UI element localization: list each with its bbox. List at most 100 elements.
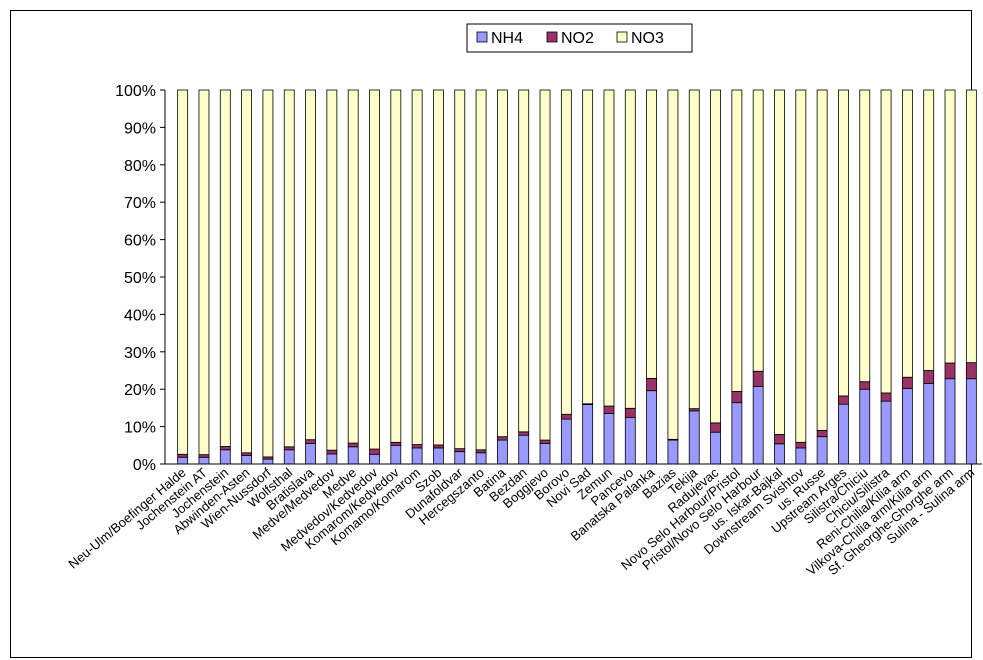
bar-segment-nh4	[326, 453, 338, 465]
bar-segment-no3	[901, 89, 913, 378]
bar-segment-no3	[774, 89, 785, 435]
bar-segment-no2	[560, 413, 572, 420]
bar-segment-no2	[880, 392, 892, 402]
bar-segment-nh4	[923, 383, 935, 465]
bar-segment-nh4	[347, 446, 359, 465]
bar-segment-nh4	[582, 404, 594, 465]
legend-swatch-no2	[546, 31, 558, 43]
bar-segment-no3	[667, 89, 679, 440]
bar-segment-no3	[219, 89, 231, 447]
bar-segment-nh4	[688, 410, 700, 465]
bar-segment-nh4	[944, 378, 956, 465]
bar-segment-no2	[539, 439, 551, 444]
bar-segment-no2	[859, 381, 871, 390]
bar-segment-nh4	[646, 390, 658, 465]
bar-segment-nh4	[177, 456, 189, 465]
bar-segment-nh4	[752, 386, 764, 465]
bar-segment-no2	[603, 405, 615, 414]
bar-segment-no3	[710, 89, 721, 424]
bar-segment-no2	[326, 449, 338, 455]
y-tick-label: 90%	[124, 120, 156, 137]
bar-segment-no2	[816, 429, 828, 438]
bar-segment-nh4	[475, 452, 487, 465]
bar-segment-no3	[560, 89, 572, 415]
y-tick-label: 100%	[115, 83, 156, 100]
bar-segment-no2	[965, 362, 977, 380]
bar-segment-no3	[646, 89, 658, 379]
bar-segment-no2	[518, 431, 530, 436]
bar-segment-no2	[454, 448, 466, 453]
bar-segment-no2	[305, 439, 316, 444]
bar-segment-no2	[901, 376, 913, 389]
bar-segment-no3	[326, 89, 338, 451]
bar-segment-no2	[752, 370, 764, 387]
bar-segment-no2	[838, 395, 849, 405]
legend-label-no2: NO2	[561, 30, 594, 47]
bar-segment-no3	[688, 89, 700, 410]
y-tick-label: 30%	[124, 345, 156, 362]
bar-segment-no2	[347, 442, 359, 448]
bar-segment-no3	[731, 89, 743, 392]
bar-segment-no3	[603, 89, 615, 407]
bar-segment-no3	[965, 89, 977, 364]
y-tick-label: 80%	[124, 158, 156, 175]
bar-segment-no2	[283, 446, 295, 451]
legend-label-nh4: NH4	[491, 30, 523, 47]
bar-segment-no2	[774, 434, 785, 445]
y-tick-label: 60%	[124, 233, 156, 250]
bar-segment-nh4	[454, 451, 466, 465]
bar-segment-no2	[369, 448, 380, 455]
bar-segment-no3	[816, 89, 828, 431]
bar-segment-no2	[710, 422, 721, 433]
bar-segment-no2	[433, 444, 444, 449]
bar-segment-no3	[305, 89, 316, 441]
bar-segment-no3	[390, 89, 402, 443]
legend-box	[466, 23, 693, 53]
bar-segment-no3	[838, 89, 849, 397]
y-tick-label: 70%	[124, 195, 156, 212]
bar-segment-nh4	[816, 436, 828, 465]
y-tick-label: 40%	[124, 307, 156, 324]
bar-segment-nh4	[710, 431, 721, 465]
legend-label-no3: NO3	[631, 30, 664, 47]
bar-segment-nh4	[667, 439, 679, 465]
bar-segment-no3	[177, 89, 189, 455]
bar-segment-no3	[795, 89, 807, 443]
y-tick-label: 50%	[124, 270, 156, 287]
bar-segment-no3	[518, 89, 530, 433]
bar-segment-no2	[731, 391, 743, 404]
bar-segment-nh4	[198, 456, 210, 465]
bar-segment-no2	[646, 377, 658, 392]
bar-segment-nh4	[369, 453, 380, 465]
bar-segment-no2	[795, 441, 807, 449]
bar-segment-no3	[369, 89, 380, 450]
x-tick-label: Neu-Ulm/Boefinger Halde	[65, 465, 188, 572]
bars	[177, 89, 977, 465]
bar-segment-no2	[496, 436, 508, 441]
bar-segment-nh4	[262, 458, 274, 465]
bar-segment-no3	[411, 89, 423, 445]
bar-segment-no2	[177, 453, 189, 458]
y-axis: 0% 10% 20% 30% 40% 50% 60% 70% 80% 90% 100%	[115, 83, 166, 474]
bar-segment-nh4	[795, 447, 807, 465]
bar-segment-nh4	[305, 443, 316, 465]
bar-segment-nh4	[241, 454, 253, 465]
bar-segment-nh4	[880, 400, 892, 465]
bar-segment-no3	[880, 89, 892, 394]
bar-segment-no3	[198, 89, 210, 456]
bar-segment-no2	[411, 444, 423, 449]
bar-segment-no3	[624, 89, 636, 409]
bar-segment-nh4	[965, 378, 977, 465]
legend-swatch-nh4	[476, 31, 488, 43]
bar-segment-nh4	[901, 388, 913, 465]
bar-segment-nh4	[560, 418, 572, 465]
bar-segment-no3	[752, 89, 764, 372]
bar-segment-no2	[475, 449, 487, 454]
bar-segment-no3	[582, 89, 594, 405]
bar-segment-no3	[454, 89, 466, 450]
bar-segment-nh4	[774, 443, 785, 465]
legend-swatch-no3	[616, 31, 628, 43]
bar-segment-no3	[944, 89, 956, 364]
bar-segment-nh4	[838, 403, 849, 465]
